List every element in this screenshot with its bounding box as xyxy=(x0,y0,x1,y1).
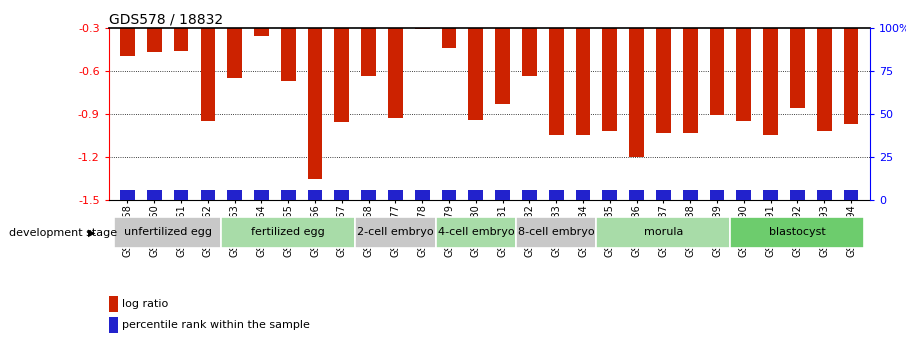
Bar xyxy=(281,28,295,81)
Text: morula: morula xyxy=(644,227,683,237)
Bar xyxy=(730,217,864,248)
Bar xyxy=(355,217,436,248)
Bar xyxy=(468,190,483,200)
Bar xyxy=(415,28,429,29)
Bar xyxy=(843,28,858,124)
Bar xyxy=(436,217,516,248)
Bar xyxy=(441,190,457,200)
Bar xyxy=(790,28,805,108)
Bar xyxy=(415,190,429,200)
Bar xyxy=(763,28,778,135)
Bar xyxy=(763,190,778,200)
Bar xyxy=(602,190,617,200)
Text: percentile rank within the sample: percentile rank within the sample xyxy=(122,320,310,330)
Bar xyxy=(549,28,564,135)
Bar xyxy=(147,28,161,52)
Bar xyxy=(843,190,858,200)
Bar xyxy=(254,28,269,36)
Text: 8-cell embryo: 8-cell embryo xyxy=(518,227,594,237)
Bar xyxy=(630,190,644,200)
Bar xyxy=(737,190,751,200)
Bar xyxy=(496,28,510,104)
Bar xyxy=(522,28,536,77)
Bar xyxy=(200,28,216,121)
Bar xyxy=(817,190,832,200)
Bar xyxy=(361,28,376,77)
Bar xyxy=(334,190,349,200)
Bar xyxy=(737,28,751,121)
Bar xyxy=(254,190,269,200)
Bar xyxy=(281,190,295,200)
Text: development stage: development stage xyxy=(9,228,117,238)
Bar xyxy=(516,217,596,248)
Bar xyxy=(308,28,323,179)
Text: 2-cell embryo: 2-cell embryo xyxy=(357,227,434,237)
Bar xyxy=(227,190,242,200)
Bar xyxy=(114,217,221,248)
Bar xyxy=(109,317,118,333)
Bar xyxy=(468,28,483,120)
Bar xyxy=(147,190,161,200)
Bar xyxy=(602,28,617,131)
Bar xyxy=(109,296,118,312)
Bar xyxy=(522,190,536,200)
Bar xyxy=(334,28,349,122)
Bar xyxy=(174,28,188,51)
Bar xyxy=(221,217,355,248)
Bar xyxy=(496,190,510,200)
Bar xyxy=(709,28,725,115)
Text: GDS578 / 18832: GDS578 / 18832 xyxy=(109,12,223,27)
Bar xyxy=(575,28,591,135)
Bar xyxy=(388,28,403,118)
Bar xyxy=(549,190,564,200)
Text: ▶: ▶ xyxy=(88,228,95,238)
Bar xyxy=(174,190,188,200)
Bar xyxy=(656,28,670,132)
Bar xyxy=(817,28,832,131)
Bar xyxy=(120,28,135,56)
Text: 4-cell embryo: 4-cell embryo xyxy=(438,227,514,237)
Bar xyxy=(596,217,730,248)
Bar xyxy=(683,190,698,200)
Text: log ratio: log ratio xyxy=(122,299,169,309)
Bar xyxy=(630,28,644,157)
Bar xyxy=(790,190,805,200)
Bar xyxy=(709,190,725,200)
Bar xyxy=(200,190,216,200)
Bar xyxy=(361,190,376,200)
Text: blastocyst: blastocyst xyxy=(769,227,825,237)
Bar xyxy=(227,28,242,78)
Bar xyxy=(575,190,591,200)
Bar xyxy=(656,190,670,200)
Text: unfertilized egg: unfertilized egg xyxy=(124,227,212,237)
Text: fertilized egg: fertilized egg xyxy=(251,227,325,237)
Bar xyxy=(441,28,457,48)
Bar xyxy=(683,28,698,132)
Bar xyxy=(120,190,135,200)
Bar xyxy=(388,190,403,200)
Bar xyxy=(308,190,323,200)
